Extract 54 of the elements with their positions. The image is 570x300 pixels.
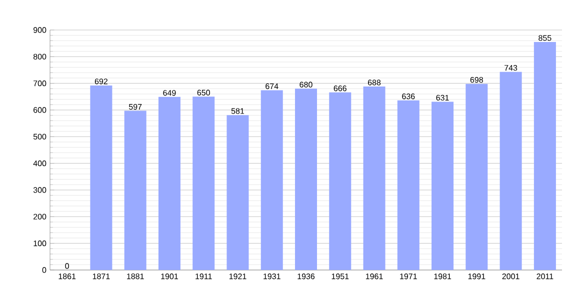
bar	[329, 92, 352, 270]
data-label: 650	[197, 90, 210, 96]
data-label: 698	[470, 77, 483, 83]
data-label: 631	[436, 94, 449, 101]
x-tick-label: 1931	[264, 274, 280, 280]
bar	[363, 86, 386, 270]
data-label: 0	[65, 263, 69, 269]
y-tick-label: 300	[33, 187, 46, 193]
y-tick-label: 100	[34, 240, 46, 246]
y-tick-label: 0	[42, 267, 46, 273]
x-tick-label: 2001	[502, 274, 520, 280]
bar	[90, 85, 112, 270]
x-tick-label: 1981	[434, 274, 452, 280]
data-label: 636	[402, 94, 415, 100]
x-tick-label: 1951	[332, 274, 349, 280]
bar	[397, 100, 420, 270]
x-tick-label: 1911	[196, 274, 212, 280]
x-tick-label: 1991	[468, 274, 486, 280]
data-label: 680	[300, 82, 312, 88]
bar	[124, 110, 146, 270]
y-tick-label: 900	[33, 27, 46, 33]
bar	[192, 96, 215, 270]
data-label: 597	[128, 104, 142, 110]
bar	[295, 88, 318, 270]
x-tick-label: 2011	[536, 274, 554, 280]
y-tick-label: 500	[33, 134, 46, 140]
bar	[466, 84, 488, 270]
y-tick-label: 400	[33, 160, 46, 166]
bar	[158, 96, 180, 270]
bar	[226, 115, 249, 270]
data-label: 581	[231, 108, 244, 114]
x-tick-label: 1901	[161, 274, 178, 280]
x-tick-label: 1971	[400, 274, 417, 280]
x-tick-label: 1861	[58, 274, 76, 280]
x-tick-label: 1871	[92, 274, 110, 280]
bar	[260, 90, 283, 270]
y-tick-label: 600	[34, 107, 46, 113]
y-tick-label: 700	[34, 80, 46, 86]
data-label: 855	[538, 35, 552, 41]
bar	[500, 72, 522, 270]
data-label: 688	[368, 80, 381, 86]
x-tick-label: 1881	[127, 274, 144, 280]
data-label: 666	[334, 86, 346, 92]
data-label: 649	[163, 90, 176, 96]
x-tick-label: 1936	[298, 274, 315, 280]
data-label: 743	[504, 65, 518, 71]
data-label: 692	[94, 78, 108, 84]
bar	[534, 42, 556, 270]
x-tick-label: 1961	[366, 274, 383, 280]
y-tick-label: 200	[34, 214, 46, 220]
data-label: 674	[266, 83, 278, 90]
y-tick-label: 800	[33, 54, 46, 60]
x-tick-label: 1921	[229, 274, 246, 280]
bar	[432, 102, 454, 270]
